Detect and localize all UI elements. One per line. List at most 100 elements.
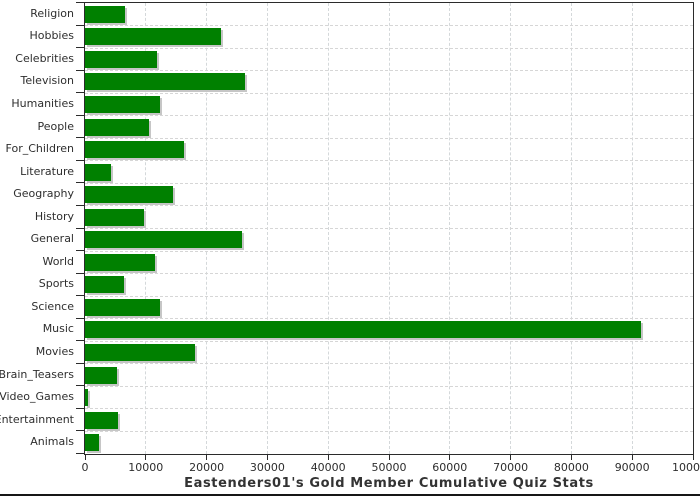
x-tick: [388, 455, 390, 460]
y-tick: [76, 250, 84, 251]
h-gridline: [85, 25, 693, 27]
y-axis-label: Brain_Teasers: [0, 367, 74, 381]
bar-general: [85, 231, 242, 249]
h-gridline: [85, 318, 693, 320]
y-axis-label: Hobbies: [29, 29, 74, 43]
bar-movies: [85, 344, 195, 362]
h-gridline: [85, 385, 693, 387]
bar-brain_teasers: [85, 366, 117, 384]
y-tick: [76, 182, 84, 183]
x-tick: [266, 455, 268, 460]
bar-entertainment: [85, 411, 118, 429]
x-tick: [84, 455, 86, 460]
h-gridline: [85, 70, 693, 72]
x-tick-label: 0: [81, 461, 89, 474]
h-gridline: [85, 408, 693, 410]
bar-music: [85, 321, 641, 339]
y-tick: [76, 430, 84, 431]
h-gridline: [85, 115, 693, 117]
x-tick-label: 20000: [189, 461, 225, 474]
y-tick: [76, 318, 84, 319]
y-tick: [76, 273, 84, 274]
h-gridline: [85, 250, 693, 252]
y-tick: [76, 453, 84, 454]
h-gridline: [85, 160, 693, 162]
plot-area: [84, 2, 694, 455]
x-tick-label: 10000: [128, 461, 164, 474]
y-tick: [76, 363, 84, 364]
y-axis-label: Television: [20, 74, 75, 88]
x-tick: [449, 455, 451, 460]
x-tick-label: 60000: [432, 461, 468, 474]
bar-for_children: [85, 141, 184, 159]
x-tick-label: 30000: [249, 461, 285, 474]
y-tick: [76, 295, 84, 296]
y-tick: [76, 70, 84, 71]
x-tick: [510, 455, 512, 460]
y-axis-label: Science: [31, 299, 74, 313]
y-axis-label: Video_Games: [0, 390, 74, 404]
y-axis-label: History: [34, 209, 74, 223]
y-tick: [76, 25, 84, 26]
h-gridline: [85, 295, 693, 297]
y-axis-label: People: [37, 119, 74, 133]
x-tick-label: 80000: [553, 461, 589, 474]
bar-literature: [85, 163, 111, 181]
y-axis-label: Entertainment: [0, 412, 74, 426]
h-gridline: [85, 363, 693, 365]
h-gridline: [85, 205, 693, 207]
bar-hobbies: [85, 28, 221, 46]
bar-celebrities: [85, 50, 157, 68]
y-tick: [76, 228, 84, 229]
bar-sports: [85, 276, 124, 294]
y-axis-label: World: [42, 254, 74, 268]
y-tick: [76, 2, 84, 3]
x-tick-label: 70000: [493, 461, 529, 474]
y-axis-label: Music: [42, 322, 74, 336]
bar-world: [85, 253, 155, 271]
bar-humanities: [85, 95, 160, 113]
x-tick: [145, 455, 147, 460]
h-gridline: [85, 273, 693, 275]
y-axis-labels: Religion Hobbies Celebrities Television Huma…: [0, 2, 76, 455]
bar-people: [85, 118, 149, 136]
x-tick: [631, 455, 633, 460]
x-tick-label: 100000: [672, 461, 700, 474]
y-tick: [76, 160, 84, 161]
y-tick: [76, 47, 84, 48]
bar-history: [85, 208, 144, 226]
y-axis-label: Humanities: [11, 96, 74, 110]
y-tick: [76, 115, 84, 116]
y-tick: [76, 340, 84, 341]
h-gridline: [85, 47, 693, 49]
x-tick-label: 40000: [310, 461, 346, 474]
h-gridline: [85, 340, 693, 342]
y-axis-label: Celebrities: [15, 51, 74, 65]
h-gridline: [85, 182, 693, 184]
x-tick: [327, 455, 329, 460]
y-tick: [76, 205, 84, 206]
y-tick: [76, 92, 84, 93]
bar-television: [85, 73, 245, 91]
bar-religion: [85, 5, 125, 23]
y-axis-label: Literature: [20, 164, 74, 178]
h-gridline: [85, 92, 693, 94]
y-axis-label: Sports: [38, 277, 74, 291]
y-tick: [76, 385, 84, 386]
y-axis-label: Geography: [13, 187, 74, 201]
x-tick: [206, 455, 208, 460]
x-tick: [570, 455, 572, 460]
x-tick: [692, 455, 694, 460]
h-gridline: [85, 228, 693, 229]
y-axis-label: Religion: [30, 6, 74, 20]
h-gridline: [85, 137, 693, 139]
bottom-divider: [0, 494, 700, 496]
bar-video_games: [85, 389, 88, 407]
bar-geography: [85, 186, 173, 204]
y-tick: [76, 408, 84, 409]
h-gridline: [85, 430, 693, 432]
x-tick-label: 90000: [614, 461, 650, 474]
x-tick-label: 50000: [371, 461, 407, 474]
y-tick: [76, 137, 84, 138]
